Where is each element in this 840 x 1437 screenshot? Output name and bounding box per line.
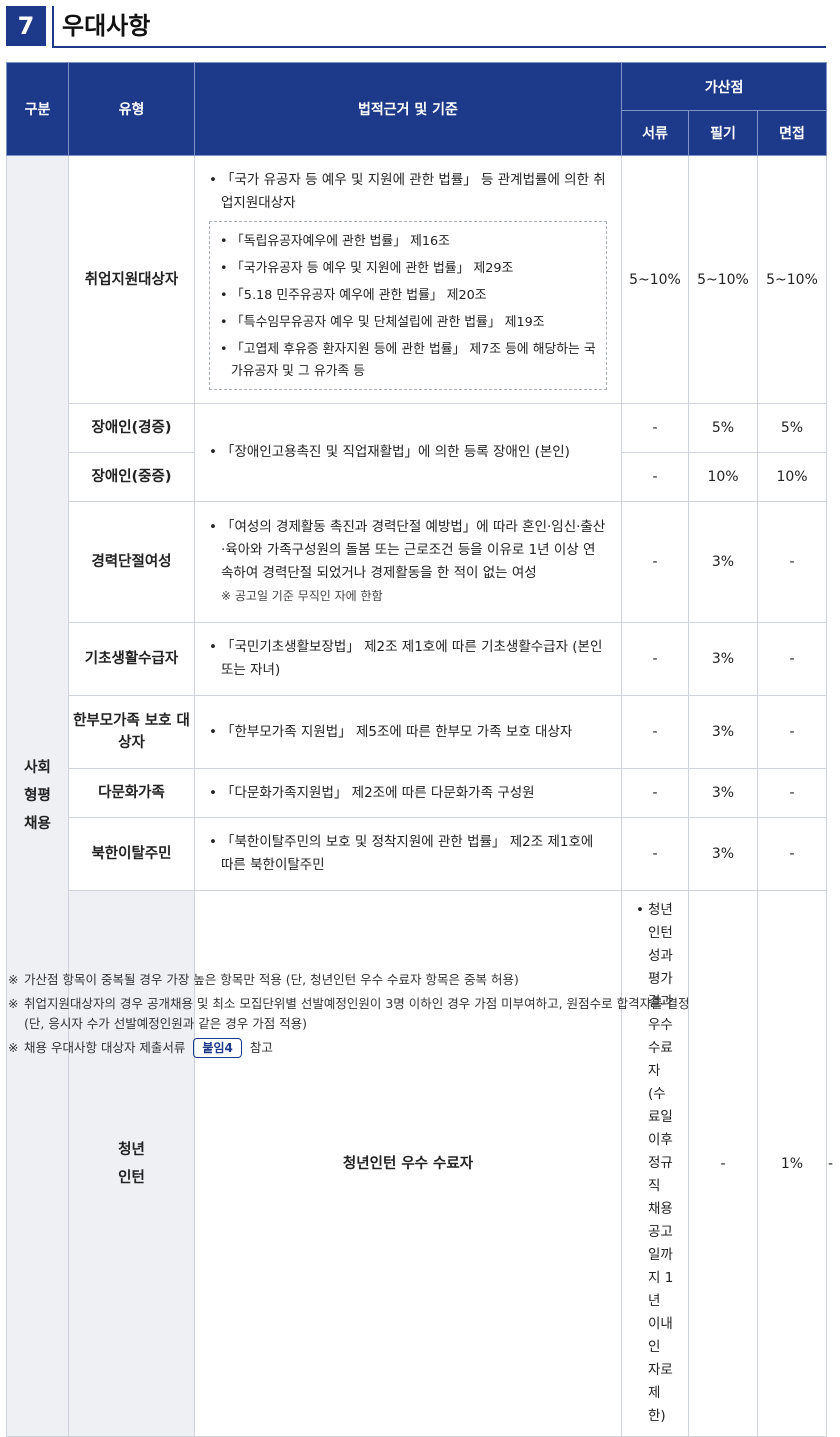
doc-value: - (621, 452, 689, 502)
type-cell: 한부모가족 보호 대상자 (68, 695, 195, 769)
col-doc: 서류 (621, 110, 689, 156)
note-text: 가산점 항목이 중복될 경우 가장 높은 항목만 적용 (단, 청년인턴 우수 … (24, 972, 519, 987)
basis-text: 「여성의 경제활동 촉진과 경력단절 예방법」에 따라 혼인·임신·출산·육아와… (209, 516, 607, 585)
category-social: 사회 형평 채용 (6, 155, 69, 1437)
header-underline (52, 46, 826, 48)
subheader-row: 서류 필기 면접 (7, 110, 828, 156)
col-type: 유형 (68, 62, 195, 156)
basis-cell: 「북한이탈주민의 보호 및 정착지원에 관한 법률」 제2조 제1호에 따른 북… (194, 817, 622, 891)
type-cell: 취업지원대상자 (68, 155, 195, 404)
note-mark: ※ (8, 972, 19, 987)
written-value: 3% (688, 622, 758, 696)
note-text-sub: (단, 응시자 수가 선발예정인원과 같은 경우 가점 적용) (24, 1016, 308, 1031)
table-row: 사회 형평 채용 취업지원대상자 「국가 유공자 등 예우 및 지원에 관한 법… (6, 155, 828, 1437)
doc-value: - (621, 768, 689, 818)
list-item: 「특수임무유공자 예우 및 단체설립에 관한 법률」 제19조 (220, 309, 596, 336)
basis-text: 「국가 유공자 등 예우 및 지원에 관한 법률」 등 관계법률에 의한 취업지… (209, 169, 607, 215)
type-cell: 경력단절여성 (68, 501, 195, 623)
header-divider (52, 6, 54, 46)
type-cell: 장애인(중증) (68, 452, 195, 502)
doc-value: - (621, 817, 689, 891)
list-item: 「5.18 민주유공자 예우에 관한 법률」 제20조 (220, 282, 596, 309)
written-value: 5~10% (688, 155, 758, 404)
col-basis: 법적근거 및 기준 (194, 62, 622, 156)
list-item: 「국가유공자 등 예우 및 지원에 관한 법률」 제29조 (220, 255, 596, 282)
type-cell: 북한이탈주민 (68, 817, 195, 891)
footnote: ※ 채용 우대사항 대상자 제출서류 붙임4 참고 (8, 1038, 828, 1058)
table-row: 기초생활수급자 「국민기초생활보장법」 제2조 제1호에 따른 기초생활수급자 … (7, 622, 828, 696)
table-row: 장애인(경증) 「장애인고용촉진 및 직업재활법」에 의한 등록 장애인 (본인… (7, 403, 828, 502)
written-value: 10% (688, 452, 758, 502)
basis-cell: 「여성의 경제활동 촉진과 경력단절 예방법」에 따라 혼인·임신·출산·육아와… (194, 501, 622, 623)
written-value: 3% (688, 501, 758, 623)
doc-value: 5~10% (621, 155, 689, 404)
footnote: ※ 가산점 항목이 중복될 경우 가장 높은 항목만 적용 (단, 청년인턴 우… (8, 970, 828, 990)
attachment-badge: 붙임4 (193, 1038, 242, 1058)
interview-value: - (756, 817, 828, 891)
note-mark: ※ (8, 996, 19, 1011)
basis-cell: 「국가 유공자 등 예우 및 지원에 관한 법률」 등 관계법률에 의한 취업지… (194, 155, 622, 404)
section-title: 우대사항 (62, 12, 151, 40)
doc-value: - (621, 695, 689, 769)
basis-text: 「한부모가족 지원법」 제5조에 따른 한부모 가족 보호 대상자 (209, 721, 607, 744)
list-item: 「독립유공자예우에 관한 법률」 제16조 (220, 228, 596, 255)
written-value: 3% (688, 817, 758, 891)
basis-text: 「북한이탈주민의 보호 및 정착지원에 관한 법률」 제2조 제1호에 따른 북… (209, 831, 607, 877)
note-text: 참고 (249, 1040, 273, 1055)
interview-value: 10% (756, 452, 828, 502)
interview-value: 5% (756, 403, 828, 453)
col-bonus: 가산점 (620, 62, 828, 111)
type-cell: 장애인(경증) (68, 403, 195, 453)
interview-value: - (756, 501, 828, 623)
interview-value: 5~10% (756, 155, 828, 404)
footnote: ※ 취업지원대상자의 경우 공개채용 및 최소 모집단위별 선발예정인원이 3명… (8, 994, 828, 1034)
basis-note: ※ 공고일 기준 무직인 자에 한함 (221, 589, 383, 603)
table-row: 경력단절여성 「여성의 경제활동 촉진과 경력단절 예방법」에 따라 혼인·임신… (7, 501, 828, 623)
type-cell: 다문화가족 (68, 768, 195, 818)
basis-text: 「장애인고용촉진 및 직업재활법」에 의한 등록 장애인 (본인) (209, 441, 607, 464)
basis-text: 「다문화가족지원법」 제2조에 따른 다문화가족 구성원 (209, 782, 607, 805)
footnotes: ※ 가산점 항목이 중복될 경우 가장 높은 항목만 적용 (단, 청년인턴 우… (8, 970, 828, 1062)
list-item: 「고엽제 후유증 환자지원 등에 관한 법률」 제7조 등에 해당하는 국가유공… (220, 336, 596, 383)
type-cell: 기초생활수급자 (68, 622, 195, 696)
interview-value: - (756, 768, 828, 818)
basis-text: 「국민기초생활보장법」 제2조 제1호에 따른 기초생활수급자 (본인 또는 자… (209, 636, 607, 682)
written-value: 5% (688, 403, 758, 453)
table-row: 다문화가족 「다문화가족지원법」 제2조에 따른 다문화가족 구성원 - 3% … (7, 768, 828, 818)
section-header: 7 우대사항 (0, 0, 840, 62)
sub-law-box: 「독립유공자예우에 관한 법률」 제16조 「국가유공자 등 예우 및 지원에 … (209, 221, 607, 390)
interview-value: - (756, 622, 828, 696)
col-interview: 면접 (756, 110, 828, 156)
table-row: 장애인(중증) - 10% 10% (7, 452, 828, 502)
preference-table: 구분 유형 법적근거 및 기준 가산점 서류 필기 면접 사회 형평 채용 취업… (6, 62, 833, 1437)
doc-value: - (621, 403, 689, 453)
header-row: 구분 유형 법적근거 및 기준 가산점 (6, 62, 828, 156)
col-category: 구분 (6, 62, 69, 156)
note-mark: ※ (8, 1040, 19, 1055)
note-text: 취업지원대상자의 경우 공개채용 및 최소 모집단위별 선발예정인원이 3명 이… (24, 996, 690, 1011)
basis-cell: 「한부모가족 지원법」 제5조에 따른 한부모 가족 보호 대상자 (194, 695, 622, 769)
written-value: 3% (688, 695, 758, 769)
doc-value: - (621, 501, 689, 623)
doc-value: - (621, 622, 689, 696)
section-number: 7 (6, 6, 46, 46)
interview-value: - (756, 695, 828, 769)
basis-cell: 「다문화가족지원법」 제2조에 따른 다문화가족 구성원 (194, 768, 622, 818)
written-value: 3% (688, 768, 758, 818)
col-written: 필기 (688, 110, 758, 156)
basis-cell: 「국민기초생활보장법」 제2조 제1호에 따른 기초생활수급자 (본인 또는 자… (194, 622, 622, 696)
basis-cell: 「장애인고용촉진 및 직업재활법」에 의한 등록 장애인 (본인) (194, 403, 622, 502)
note-text: 채용 우대사항 대상자 제출서류 (24, 1040, 186, 1055)
table-row: 한부모가족 보호 대상자 「한부모가족 지원법」 제5조에 따른 한부모 가족 … (7, 695, 828, 769)
table-row: 북한이탈주민 「북한이탈주민의 보호 및 정착지원에 관한 법률」 제2조 제1… (7, 817, 828, 891)
